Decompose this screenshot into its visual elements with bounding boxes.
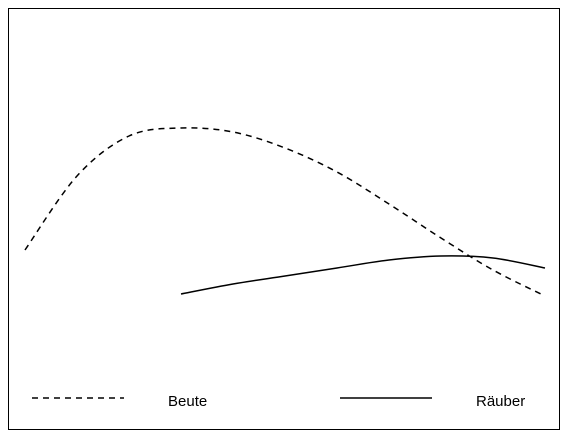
legend-label: Beute — [168, 393, 207, 410]
series-line — [180, 255, 546, 295]
series-line — [24, 127, 546, 297]
legend-label: Räuber — [476, 393, 525, 410]
chart-frame — [8, 8, 560, 430]
